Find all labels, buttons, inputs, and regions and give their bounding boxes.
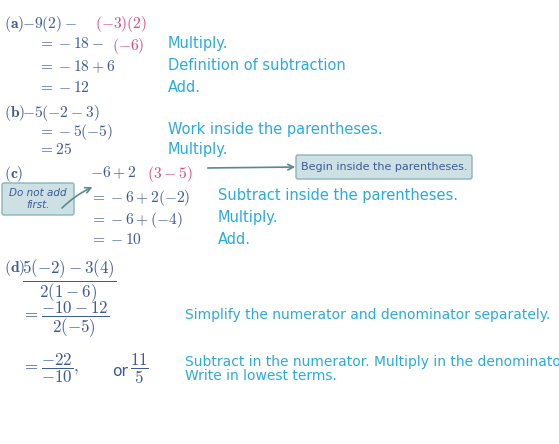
Text: $\dfrac{11}{5}$: $\dfrac{11}{5}$ xyxy=(130,352,149,386)
FancyBboxPatch shape xyxy=(2,183,74,215)
Text: Definition of subtraction: Definition of subtraction xyxy=(168,58,346,73)
Text: $\mathbf{(d)}$: $\mathbf{(d)}$ xyxy=(4,258,25,278)
Text: Subtract in the numerator. Multiply in the denominator.: Subtract in the numerator. Multiply in t… xyxy=(185,355,559,369)
Text: Work inside the parentheses.: Work inside the parentheses. xyxy=(168,122,382,137)
Text: $-5(-2 - 3)$: $-5(-2 - 3)$ xyxy=(22,103,100,123)
Text: $= -18 + 6$: $= -18 + 6$ xyxy=(38,58,115,75)
Text: $= \dfrac{-10 - 12}{2(-5)}$: $= \dfrac{-10 - 12}{2(-5)}$ xyxy=(22,300,109,340)
Text: Begin inside the parentheses.: Begin inside the parentheses. xyxy=(301,162,467,172)
Text: $(-3)(2)$: $(-3)(2)$ xyxy=(95,14,147,34)
Text: Simplify the numerator and denominator separately.: Simplify the numerator and denominator s… xyxy=(185,308,551,322)
Text: $(-6)$: $(-6)$ xyxy=(112,36,144,56)
Text: or: or xyxy=(112,364,128,379)
Text: $\mathbf{(c)}$: $\mathbf{(c)}$ xyxy=(4,164,23,184)
Text: Subtract inside the parentheses.: Subtract inside the parentheses. xyxy=(218,188,458,203)
Text: $= 25$: $= 25$ xyxy=(38,142,72,157)
Text: $= -12$: $= -12$ xyxy=(38,80,90,95)
Text: Multiply.: Multiply. xyxy=(168,142,229,157)
Text: Multiply.: Multiply. xyxy=(218,210,278,225)
Text: $-9(2) - $: $-9(2) - $ xyxy=(22,14,77,34)
Text: Write in lowest terms.: Write in lowest terms. xyxy=(185,369,337,383)
Text: Do not add
first.: Do not add first. xyxy=(9,188,67,210)
Text: Add.: Add. xyxy=(218,232,251,247)
Text: $= -18 -$: $= -18 -$ xyxy=(38,36,104,51)
Text: $= -6 + 2(-2)$: $= -6 + 2(-2)$ xyxy=(90,188,191,208)
Text: $= -10$: $= -10$ xyxy=(90,232,142,247)
Text: $= -6 + (-4)$: $= -6 + (-4)$ xyxy=(90,210,183,230)
FancyBboxPatch shape xyxy=(296,155,472,179)
Text: Add.: Add. xyxy=(168,80,201,95)
Text: $\mathbf{(a)}$: $\mathbf{(a)}$ xyxy=(4,14,24,34)
Text: Multiply.: Multiply. xyxy=(168,36,229,51)
Text: $\dfrac{5(-2) - 3(4)}{2(1 - 6)}$: $\dfrac{5(-2) - 3(4)}{2(1 - 6)}$ xyxy=(22,258,116,305)
Text: $-6 + 2$: $-6 + 2$ xyxy=(90,164,136,181)
Text: $\mathbf{(b)}$: $\mathbf{(b)}$ xyxy=(4,103,25,123)
Text: $= -5(-5)$: $= -5(-5)$ xyxy=(38,122,113,142)
Text: $= \dfrac{-22}{-10},$: $= \dfrac{-22}{-10},$ xyxy=(22,352,79,385)
Text: $(3 - 5)$: $(3 - 5)$ xyxy=(147,164,193,184)
